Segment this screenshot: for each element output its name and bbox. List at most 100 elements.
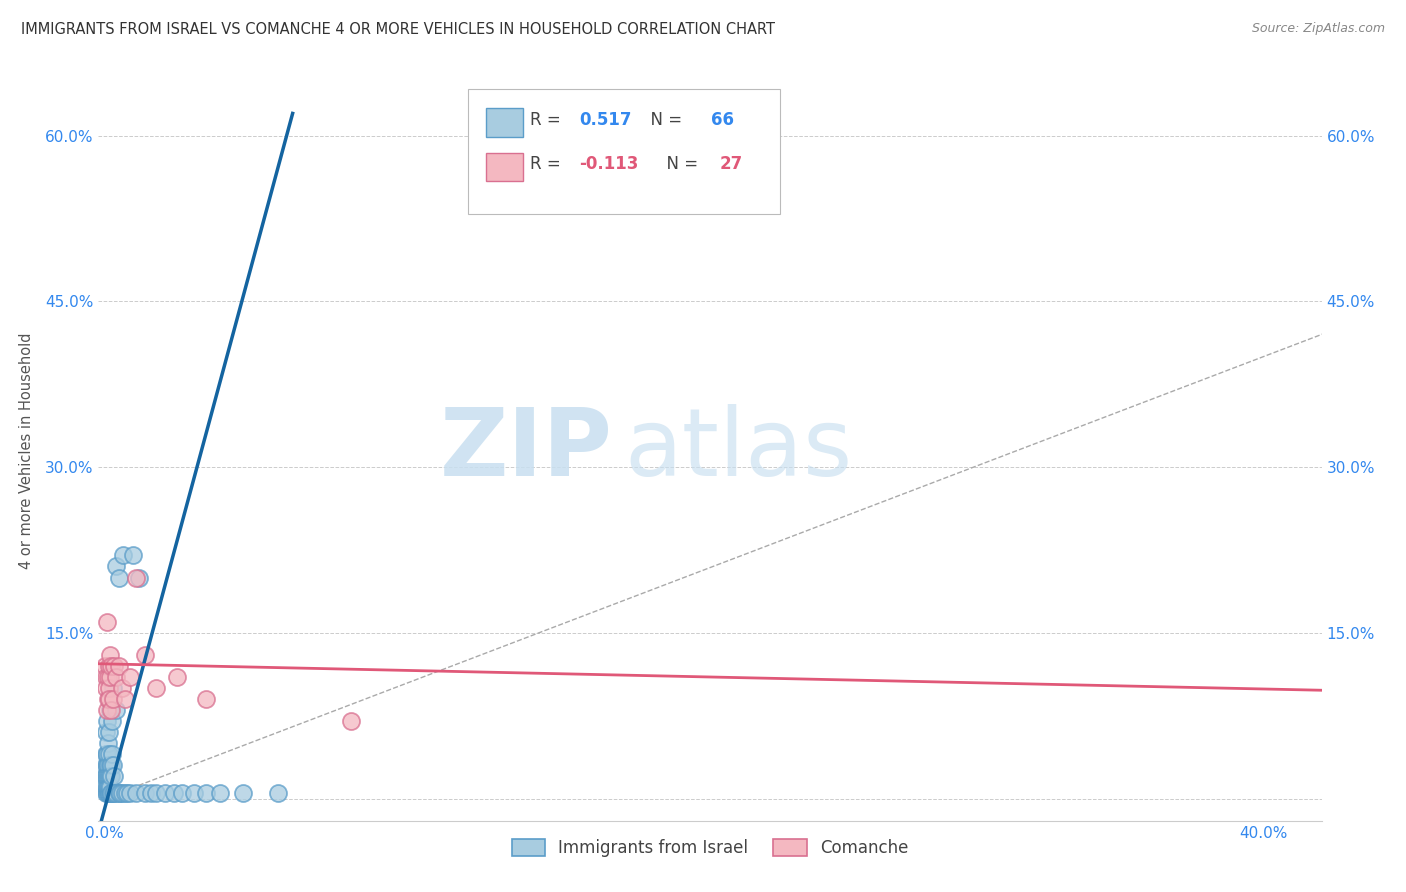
Point — [107, 659, 129, 673]
Point — [97, 786, 120, 800]
Point — [97, 747, 120, 762]
Text: 27: 27 — [720, 155, 742, 173]
Point — [166, 670, 188, 684]
Text: 66: 66 — [711, 111, 734, 128]
Point — [145, 786, 167, 800]
Text: IMMIGRANTS FROM ISRAEL VS COMANCHE 4 OR MORE VEHICLES IN HOUSEHOLD CORRELATION C: IMMIGRANTS FROM ISRAEL VS COMANCHE 4 OR … — [21, 22, 775, 37]
Text: 0.517: 0.517 — [579, 111, 631, 128]
Point — [100, 714, 122, 729]
Point — [103, 769, 125, 783]
Point — [267, 786, 290, 800]
Text: R =: R = — [530, 111, 567, 128]
Point — [107, 570, 129, 584]
Point — [97, 758, 120, 772]
Point — [163, 786, 186, 800]
Point — [94, 786, 117, 800]
Point — [110, 681, 132, 695]
Point — [94, 758, 117, 772]
Point — [94, 659, 117, 673]
Point — [114, 786, 136, 800]
Point — [104, 559, 127, 574]
Point — [120, 786, 142, 800]
Point — [139, 786, 162, 800]
Point — [96, 714, 118, 729]
Point — [96, 769, 118, 783]
Point — [108, 786, 131, 800]
Point — [128, 570, 150, 584]
Point — [100, 769, 122, 783]
Point — [94, 769, 117, 783]
Point — [100, 786, 122, 800]
Point — [114, 692, 136, 706]
Point — [194, 786, 217, 800]
Text: N =: N = — [657, 155, 703, 173]
Legend: Immigrants from Israel, Comanche: Immigrants from Israel, Comanche — [505, 832, 915, 864]
Point — [110, 786, 132, 800]
Point — [97, 736, 120, 750]
Point — [101, 786, 124, 800]
Point — [96, 615, 118, 629]
FancyBboxPatch shape — [486, 153, 523, 181]
Point — [104, 670, 127, 684]
Point — [134, 786, 156, 800]
Point — [122, 549, 145, 563]
Point — [339, 714, 361, 729]
Point — [101, 692, 124, 706]
Point — [96, 703, 118, 717]
Point — [96, 725, 118, 739]
Text: N =: N = — [640, 111, 688, 128]
Point — [107, 786, 129, 800]
Point — [103, 659, 125, 673]
Point — [105, 786, 128, 800]
Point — [98, 670, 121, 684]
Point — [97, 692, 120, 706]
Point — [120, 670, 142, 684]
Point — [101, 747, 124, 762]
Point — [100, 659, 122, 673]
Point — [98, 692, 121, 706]
Point — [125, 786, 148, 800]
Point — [100, 703, 122, 717]
Point — [153, 786, 176, 800]
Text: -0.113: -0.113 — [579, 155, 638, 173]
Point — [97, 786, 120, 800]
Point — [96, 681, 118, 695]
Point — [97, 670, 120, 684]
Point — [98, 758, 121, 772]
Point — [98, 648, 121, 662]
Point — [98, 725, 121, 739]
Text: Source: ZipAtlas.com: Source: ZipAtlas.com — [1251, 22, 1385, 36]
FancyBboxPatch shape — [486, 109, 523, 136]
Point — [183, 786, 205, 800]
Point — [145, 681, 167, 695]
Point — [96, 747, 118, 762]
Point — [98, 780, 121, 795]
Point — [101, 681, 124, 695]
Text: atlas: atlas — [624, 404, 852, 497]
Point — [103, 758, 125, 772]
Point — [100, 758, 122, 772]
Point — [134, 648, 156, 662]
Point — [97, 659, 120, 673]
Point — [103, 786, 125, 800]
Point — [96, 780, 118, 795]
Point — [94, 670, 117, 684]
Point — [98, 703, 121, 717]
Point — [194, 692, 217, 706]
Point — [98, 786, 121, 800]
Point — [98, 786, 121, 800]
Text: ZIP: ZIP — [439, 404, 612, 497]
Point — [96, 786, 118, 800]
Point — [209, 786, 232, 800]
Point — [104, 703, 127, 717]
Point — [100, 786, 122, 800]
Point — [97, 681, 120, 695]
Point — [97, 780, 120, 795]
Point — [97, 769, 120, 783]
FancyBboxPatch shape — [468, 89, 780, 213]
Text: R =: R = — [530, 155, 567, 173]
Point — [96, 780, 118, 795]
Point — [94, 780, 117, 795]
Point — [94, 747, 117, 762]
Point — [97, 769, 120, 783]
